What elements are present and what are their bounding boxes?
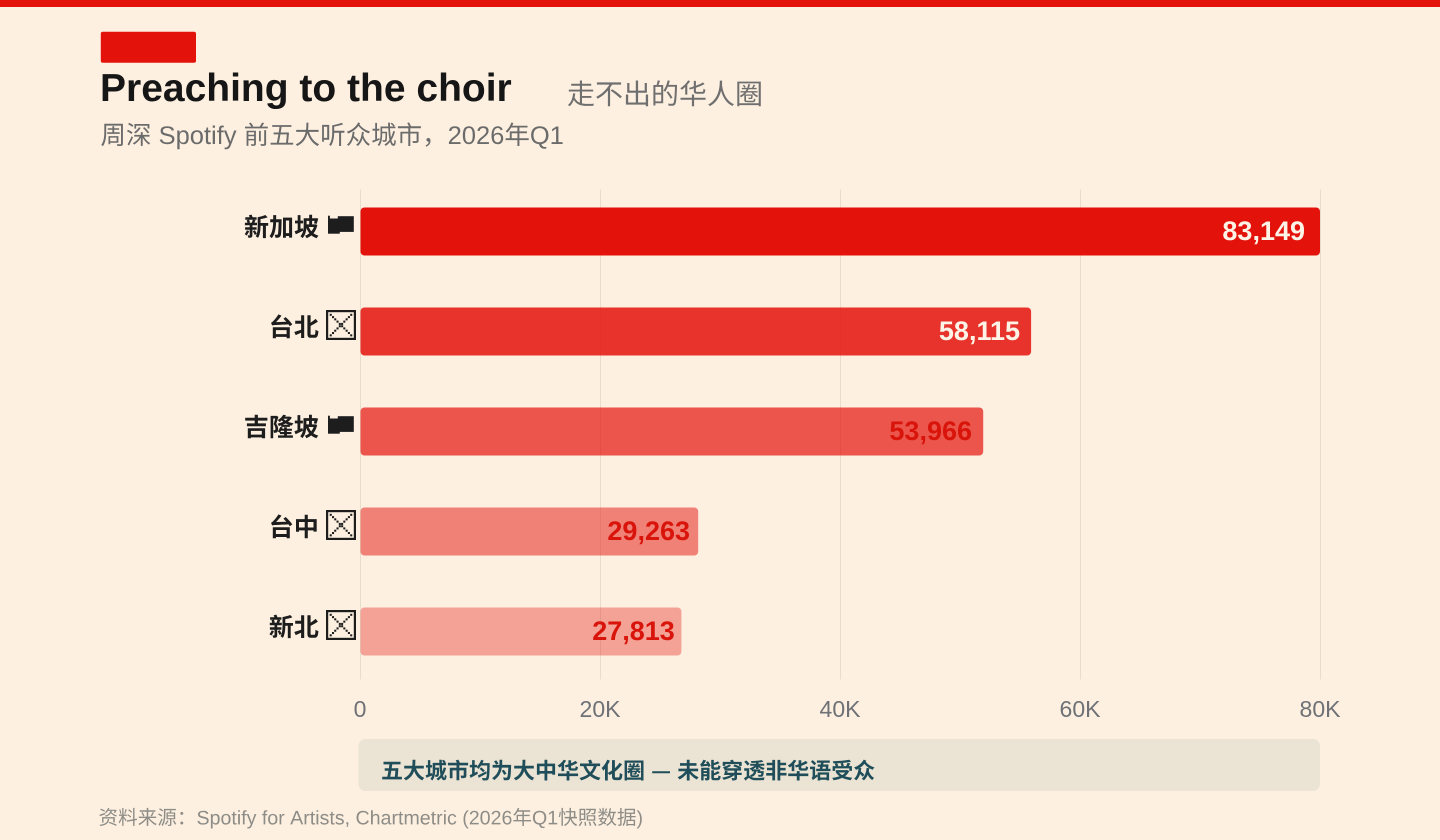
svg-text:53,966: 53,966: [889, 416, 972, 446]
svg-text:29,263: 29,263: [607, 516, 690, 546]
svg-text:Preaching to the choir: Preaching to the choir: [100, 67, 512, 110]
svg-text:60K: 60K: [1060, 696, 1102, 722]
svg-text:40K: 40K: [820, 696, 862, 722]
svg-text:80K: 80K: [1300, 696, 1342, 722]
svg-text:58,115: 58,115: [939, 316, 1020, 346]
svg-text:0: 0: [354, 696, 367, 722]
svg-text:83,149: 83,149: [1222, 216, 1305, 246]
svg-text:20K: 20K: [580, 696, 622, 722]
svg-text:27,813: 27,813: [592, 616, 675, 646]
